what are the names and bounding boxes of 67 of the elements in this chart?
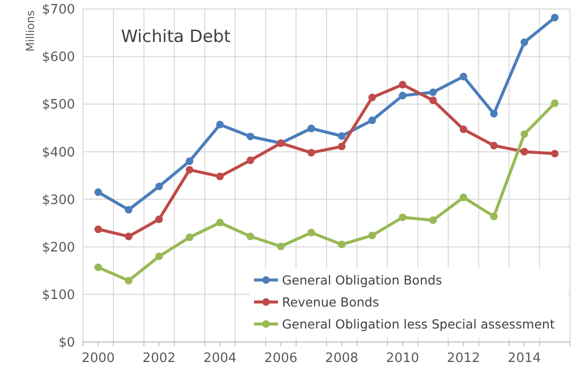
x-tick-label: 2002 [142, 351, 176, 366]
point [398, 92, 406, 100]
point [398, 80, 406, 88]
point [216, 218, 224, 226]
point [550, 150, 559, 158]
y-axis-title: Millions [24, 10, 37, 52]
point [490, 110, 498, 118]
y-tick-label: $200 [42, 240, 75, 256]
point [460, 194, 468, 202]
y-tick-label: $400 [42, 145, 75, 160]
x-tick-label: 2014 [508, 351, 541, 366]
point [520, 38, 528, 46]
point [94, 264, 102, 272]
point [155, 215, 163, 224]
point [338, 132, 346, 140]
point [246, 156, 254, 164]
legend-label: General Obligation less Special assessment [282, 316, 555, 332]
x-tick-label: 2012 [446, 351, 480, 366]
point [124, 232, 132, 240]
y-tick-label: $500 [42, 98, 75, 113]
point [216, 172, 224, 180]
point [307, 228, 316, 236]
point [307, 124, 316, 132]
x-tick-label: 2010 [386, 351, 420, 366]
point [460, 126, 468, 134]
point [124, 206, 132, 214]
point [186, 157, 194, 166]
point [520, 130, 528, 138]
y-tick-label: $600 [42, 50, 75, 66]
point [368, 116, 376, 124]
point [277, 242, 285, 250]
point [94, 188, 102, 196]
point [368, 232, 376, 240]
point [429, 96, 437, 104]
point [246, 232, 254, 240]
y-tick-label: $300 [42, 192, 75, 208]
point [186, 166, 194, 174]
point [429, 216, 437, 224]
point [124, 276, 132, 284]
point [246, 132, 254, 140]
point [398, 214, 406, 222]
point [94, 225, 102, 234]
legend-label: General Obligation Bonds [282, 272, 442, 288]
point [550, 14, 559, 22]
y-tick-label: $0 [58, 336, 75, 351]
x-tick-label: 2000 [82, 351, 115, 366]
point [490, 212, 498, 220]
y-tick-label: $700 [42, 2, 75, 18]
text: Wichita Debt [121, 27, 231, 47]
x-tick-label: 2004 [203, 351, 237, 366]
point [550, 99, 559, 107]
legend-label: Revenue Bonds [282, 294, 380, 310]
point [155, 182, 163, 190]
point [307, 148, 316, 156]
point [186, 234, 194, 242]
point [155, 252, 163, 260]
y-tick-label: $100 [42, 288, 75, 303]
point [429, 88, 437, 96]
point [338, 240, 346, 248]
x-tick-label: 2008 [325, 351, 358, 366]
point [490, 142, 498, 150]
point [520, 148, 528, 156]
point [368, 94, 376, 102]
point [338, 142, 346, 150]
point [216, 120, 224, 128]
x-tick-label: 2006 [264, 351, 298, 366]
point [460, 72, 468, 80]
